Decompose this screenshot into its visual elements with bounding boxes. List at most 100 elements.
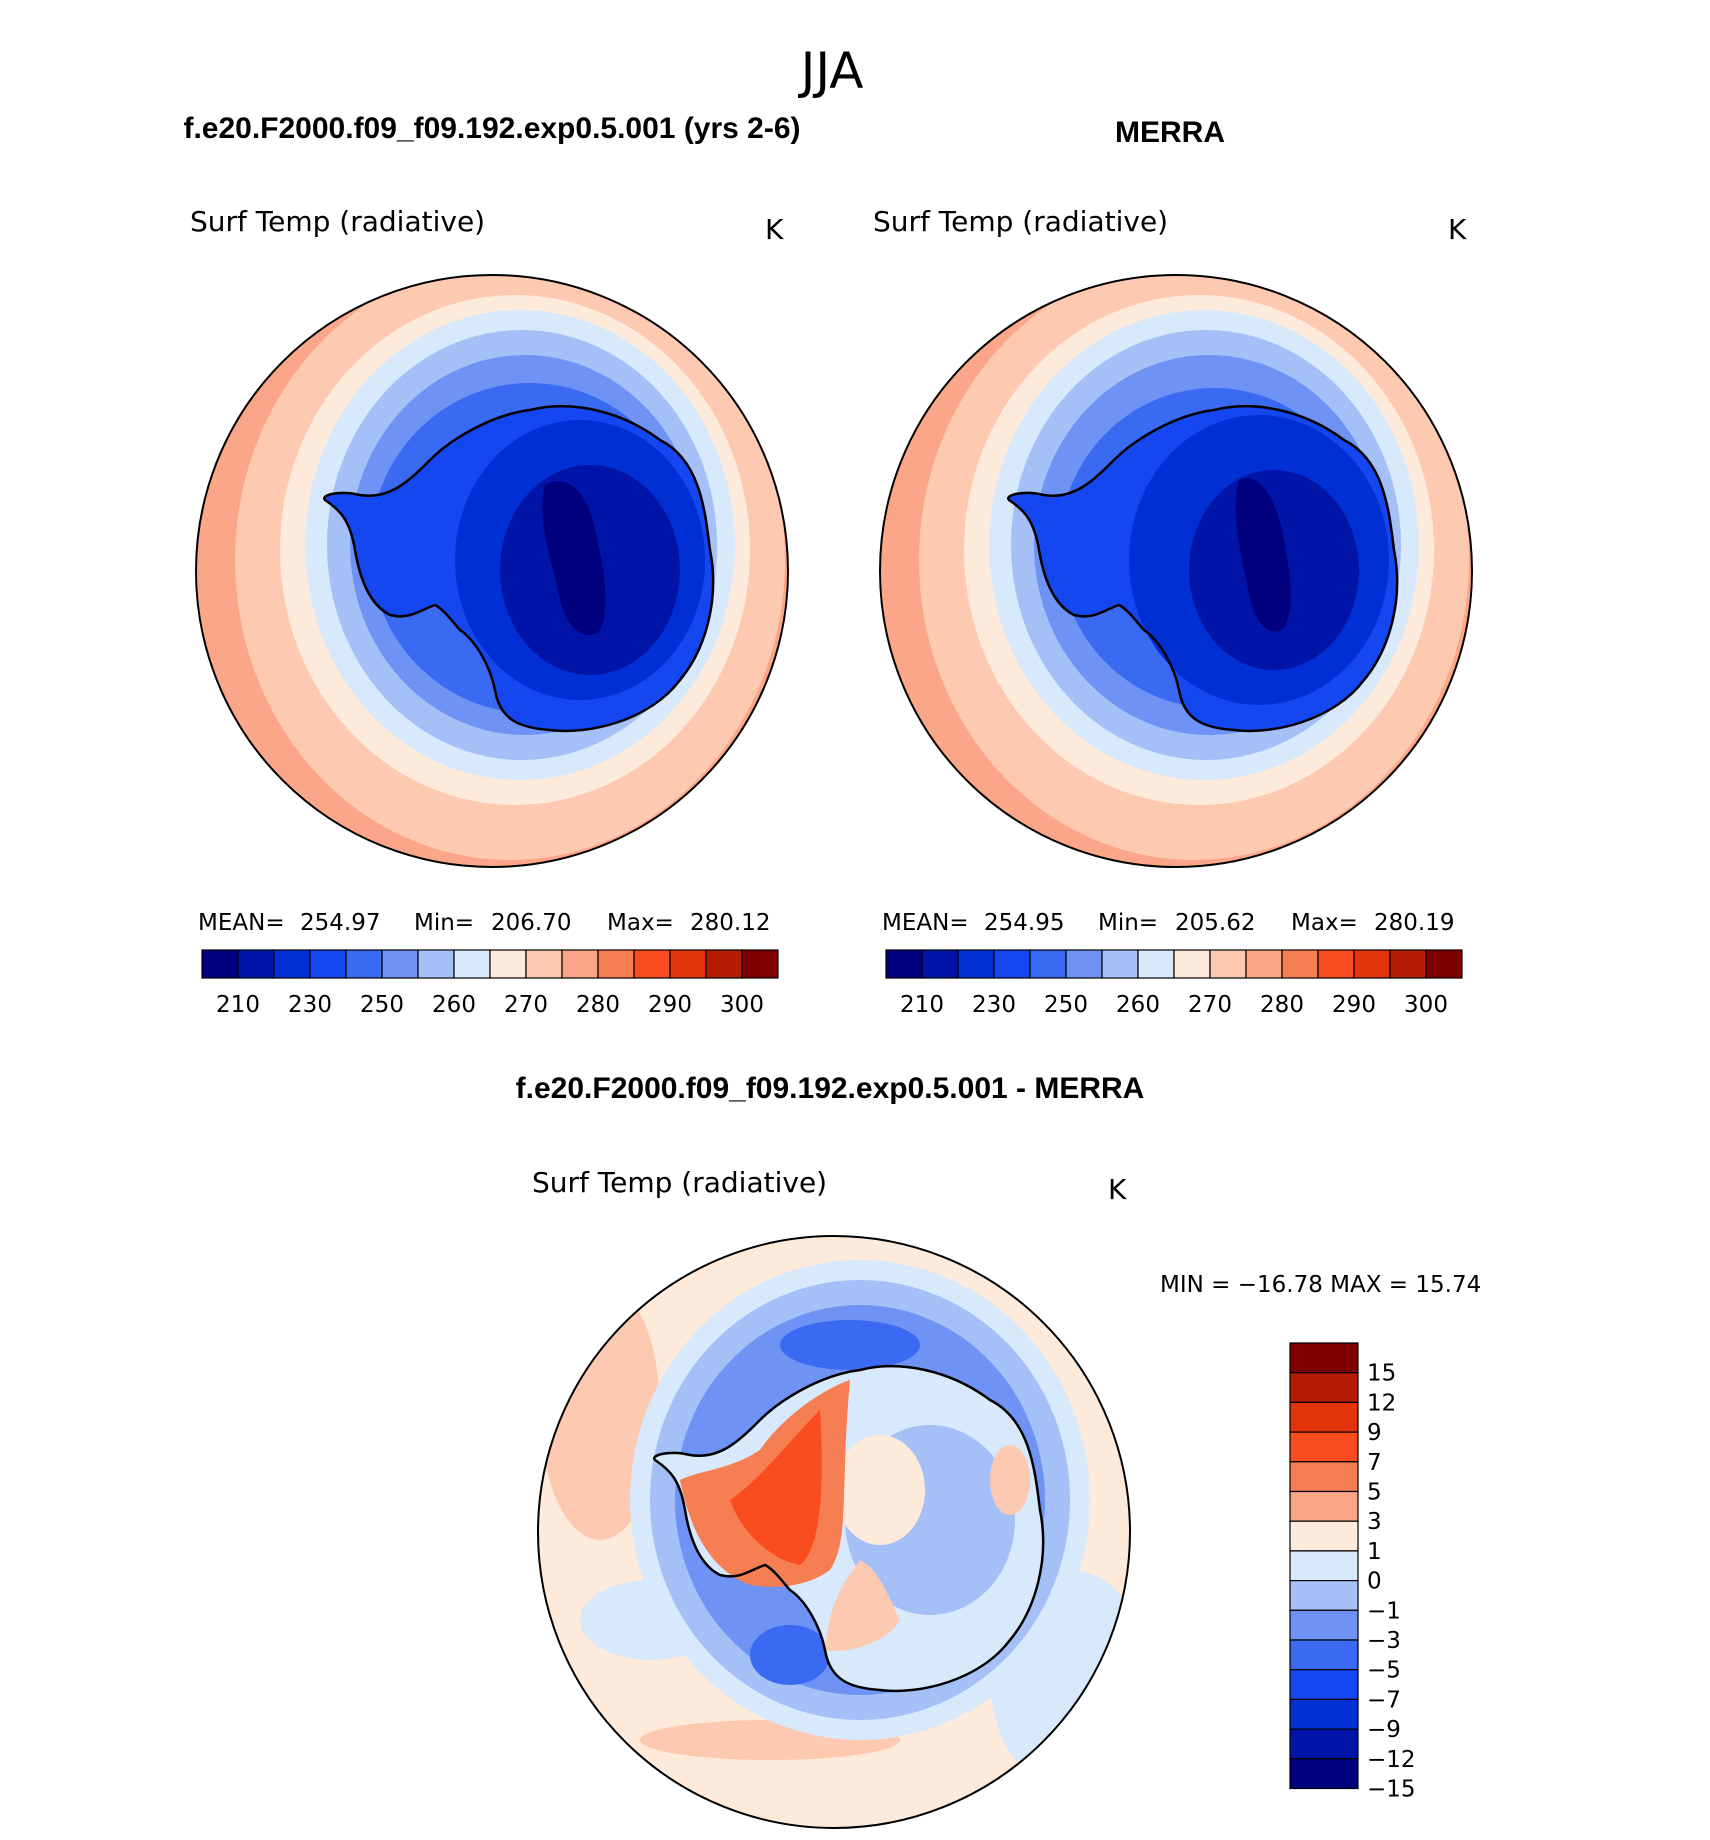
- colorbar-swatch: [1137, 949, 1175, 979]
- colorbar-tick-label: 230: [288, 992, 332, 1018]
- colorbar-swatch: [381, 949, 419, 979]
- colorbar-swatch: [1289, 1461, 1359, 1493]
- colorbar-tick-label: 270: [1188, 992, 1232, 1018]
- map-border: [195, 274, 789, 868]
- units-label: K: [1448, 213, 1467, 246]
- colorbar-tick-label: 300: [1404, 992, 1448, 1018]
- colorbar-swatch: [1173, 949, 1211, 979]
- colorbar-tick-label: 12: [1367, 1390, 1396, 1416]
- colorbar-swatch: [1289, 1698, 1359, 1730]
- colorbar-swatch: [1289, 1609, 1359, 1641]
- colorbar-swatch: [1289, 1579, 1359, 1611]
- colorbar-tick-label: 270: [504, 992, 548, 1018]
- panel-model: f.e20.F2000.f09_f09.192.exp0.5.001 (yrs …: [183, 112, 800, 1018]
- min-label: Min=: [1098, 910, 1158, 936]
- horizontal-colorbar: 210 230 250 260 270 280 290 300: [201, 949, 779, 1018]
- colorbar-tick-label: −7: [1367, 1687, 1401, 1713]
- colorbar-swatch: [237, 949, 275, 979]
- colorbar-swatch: [705, 949, 743, 979]
- colorbar-tick-label: −15: [1367, 1777, 1416, 1803]
- colorbar-swatch: [993, 949, 1031, 979]
- colorbar-swatch: [1101, 949, 1139, 979]
- colorbar-swatch: [1245, 949, 1283, 979]
- mean-value: 254.95: [984, 910, 1064, 936]
- vertical-colorbar: 15 12 9 7 5 3 1 0 −1 −3 −5 −7 −9 −12 −15: [1289, 1342, 1416, 1803]
- colorbar-swatch: [201, 949, 239, 979]
- colorbar-swatch: [1289, 1758, 1359, 1790]
- colorbar-tick-label: −12: [1367, 1747, 1416, 1773]
- min-max-label: MIN = −16.78 MAX = 15.74: [1160, 1272, 1481, 1298]
- colorbar-tick-label: 5: [1367, 1480, 1382, 1506]
- min-value: 205.62: [1175, 910, 1255, 936]
- min-value: 206.70: [491, 910, 571, 936]
- colorbar-swatch: [1289, 1728, 1359, 1760]
- colorbar-swatch: [1065, 949, 1103, 979]
- panel-title: MERRA: [1115, 116, 1225, 149]
- colorbar-tick-label: 0: [1367, 1569, 1382, 1595]
- max-value: 280.12: [690, 910, 770, 936]
- colorbar-tick-label: 7: [1367, 1450, 1382, 1476]
- colorbar-swatch: [1353, 949, 1391, 979]
- colorbar-swatch: [921, 949, 959, 979]
- colorbar-tick-label: 260: [1116, 992, 1160, 1018]
- panel-difference: f.e20.F2000.f09_f09.192.exp0.5.001 - MER…: [516, 1072, 1481, 1829]
- colorbar-swatch: [1289, 1372, 1359, 1403]
- colorbar-tick-label: −9: [1367, 1717, 1401, 1743]
- colorbar-tick-label: 250: [360, 992, 404, 1018]
- max-label: Max=: [607, 910, 674, 936]
- colorbar-tick-label: 280: [1260, 992, 1304, 1018]
- diff-title: f.e20.F2000.f09_f09.192.exp0.5.001 - MER…: [516, 1072, 1145, 1105]
- colorbar-swatch: [885, 949, 923, 979]
- colorbar-tick-label: 1: [1367, 1539, 1382, 1565]
- min-label: Min=: [414, 910, 474, 936]
- colorbar-swatch: [1289, 1401, 1359, 1433]
- colorbar-tick-label: 300: [720, 992, 764, 1018]
- panel-title: f.e20.F2000.f09_f09.192.exp0.5.001 (yrs …: [183, 112, 800, 145]
- colorbar-swatch: [1289, 1490, 1359, 1522]
- colorbar-swatch: [1209, 949, 1247, 979]
- colorbar-swatch: [1317, 949, 1355, 979]
- colorbar-swatch: [489, 949, 527, 979]
- variable-label: Surf Temp (radiative): [190, 205, 485, 238]
- colorbar-swatch: [1289, 1550, 1359, 1582]
- max-label: Max=: [1291, 910, 1358, 936]
- colorbar-tick-label: 260: [432, 992, 476, 1018]
- colorbar-swatch: [1389, 949, 1427, 979]
- colorbar-swatch: [561, 949, 599, 979]
- colorbar-swatch: [957, 949, 995, 979]
- map-border: [879, 274, 1473, 868]
- colorbar-tick-label: 15: [1367, 1361, 1396, 1387]
- colorbar-swatch: [1289, 1342, 1359, 1374]
- colorbar-tick-label: 3: [1367, 1509, 1382, 1535]
- mean-label: MEAN=: [198, 910, 285, 936]
- colorbar-tick-label: −3: [1367, 1628, 1401, 1654]
- stats-line: MEAN= 254.97 Min= 206.70 Max= 280.12: [198, 910, 770, 936]
- colorbar-tick-label: −1: [1367, 1598, 1401, 1624]
- variable-label: Surf Temp (radiative): [873, 205, 1168, 238]
- colorbar-tick-label: −5: [1367, 1658, 1401, 1684]
- colorbar-tick-label: 9: [1367, 1420, 1382, 1446]
- colorbar-swatch: [669, 949, 707, 979]
- colorbar-swatch: [741, 949, 779, 979]
- colorbar-swatch: [1289, 1431, 1359, 1463]
- max-value: 280.19: [1374, 910, 1454, 936]
- colorbar-tick-label: 210: [900, 992, 944, 1018]
- colorbar-swatch: [273, 949, 311, 979]
- map-border: [537, 1235, 1131, 1829]
- colorbar-swatch: [453, 949, 491, 979]
- colorbar-tick-label: 290: [648, 992, 692, 1018]
- polar-map: [880, 275, 1472, 867]
- colorbar-swatch: [1425, 949, 1463, 979]
- colorbar-swatch: [345, 949, 383, 979]
- units-label: K: [765, 213, 784, 246]
- colorbar-swatch: [633, 949, 671, 979]
- colorbar-swatch: [1289, 1639, 1359, 1671]
- colorbar-swatch: [417, 949, 455, 979]
- panel-obs: MERRA Surf Temp (radiative) K MEAN= 254.…: [873, 116, 1473, 1018]
- colorbar-tick-label: 210: [216, 992, 260, 1018]
- polar-map: [196, 275, 788, 867]
- colorbar-swatch: [597, 949, 635, 979]
- colorbar-tick-label: 250: [1044, 992, 1088, 1018]
- colorbar-swatch: [525, 949, 563, 979]
